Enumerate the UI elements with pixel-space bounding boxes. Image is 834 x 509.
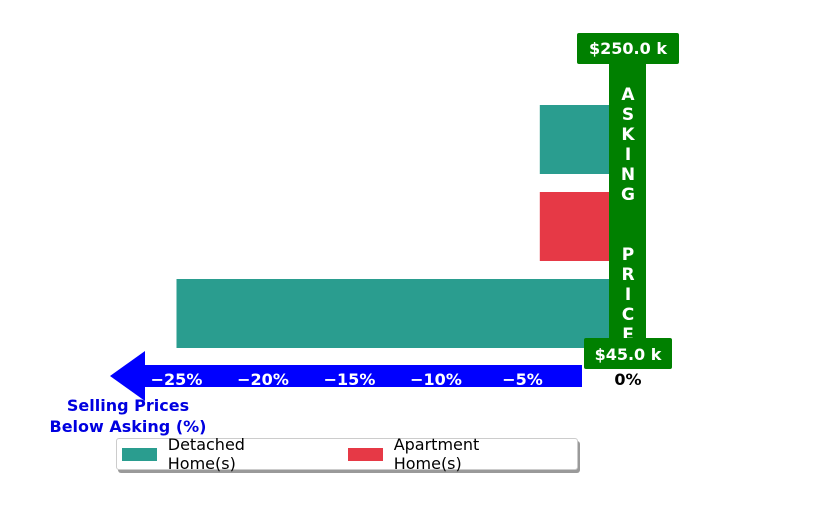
x-axis-arrow: [110, 351, 582, 401]
x-tick-label-4: −10%: [410, 370, 462, 389]
x-axis: −25% −20% −15% −10% −5%: [110, 351, 582, 401]
bar-1: [539, 105, 609, 174]
legend: Detached Home(s) Apartment Home(s): [116, 435, 578, 473]
x-axis-title: Selling Prices Below Asking (%): [40, 395, 216, 437]
x-axis-title-line-2: Below Asking (%): [49, 417, 207, 436]
price-top-box: [577, 33, 679, 64]
asking-price-bar: [609, 60, 646, 342]
zero-tick-label: 0%: [614, 370, 641, 389]
asking-price-letter: I: [625, 285, 631, 305]
legend-swatch-detached: [122, 447, 157, 461]
legend-swatch-apartment: [347, 447, 383, 461]
bar-2: [539, 192, 609, 261]
bar-3: [176, 279, 609, 348]
asking-price-letter: S: [622, 105, 634, 125]
x-tick-label-5: −5%: [502, 370, 543, 389]
legend-label-apartment: Apartment Home(s): [393, 435, 480, 473]
asking-price-letter: P: [622, 245, 634, 265]
asking-price-letter: E: [622, 325, 634, 345]
x-tick-label-3: −15%: [324, 370, 376, 389]
asking-price-letter: K: [621, 125, 635, 145]
asking-price-letter: A: [621, 85, 635, 105]
x-axis-title-line-1: Selling Prices: [66, 396, 190, 415]
legend-item-apartment: Apartment Home(s): [347, 435, 547, 473]
price-bottom-label: $45.0 k: [595, 345, 662, 364]
x-tick-label-2: −20%: [237, 370, 289, 389]
asking-price-letter: I: [625, 145, 631, 165]
price-top-label: $250.0 k: [589, 39, 667, 58]
price-bottom-box: [584, 338, 672, 369]
x-tick-label-1: −25%: [151, 370, 203, 389]
asking-price-letter: R: [621, 265, 634, 285]
asking-price-letter: C: [622, 305, 634, 325]
x-axis-ticks: −25% −20% −15% −10% −5%: [151, 370, 543, 389]
bars-layer: [176, 105, 609, 348]
legend-label-detached: Detached Home(s): [167, 435, 245, 473]
asking-price-letter: N: [621, 165, 635, 185]
legend-item-detached: Detached Home(s): [122, 435, 313, 473]
asking-price-letter: G: [621, 185, 635, 205]
